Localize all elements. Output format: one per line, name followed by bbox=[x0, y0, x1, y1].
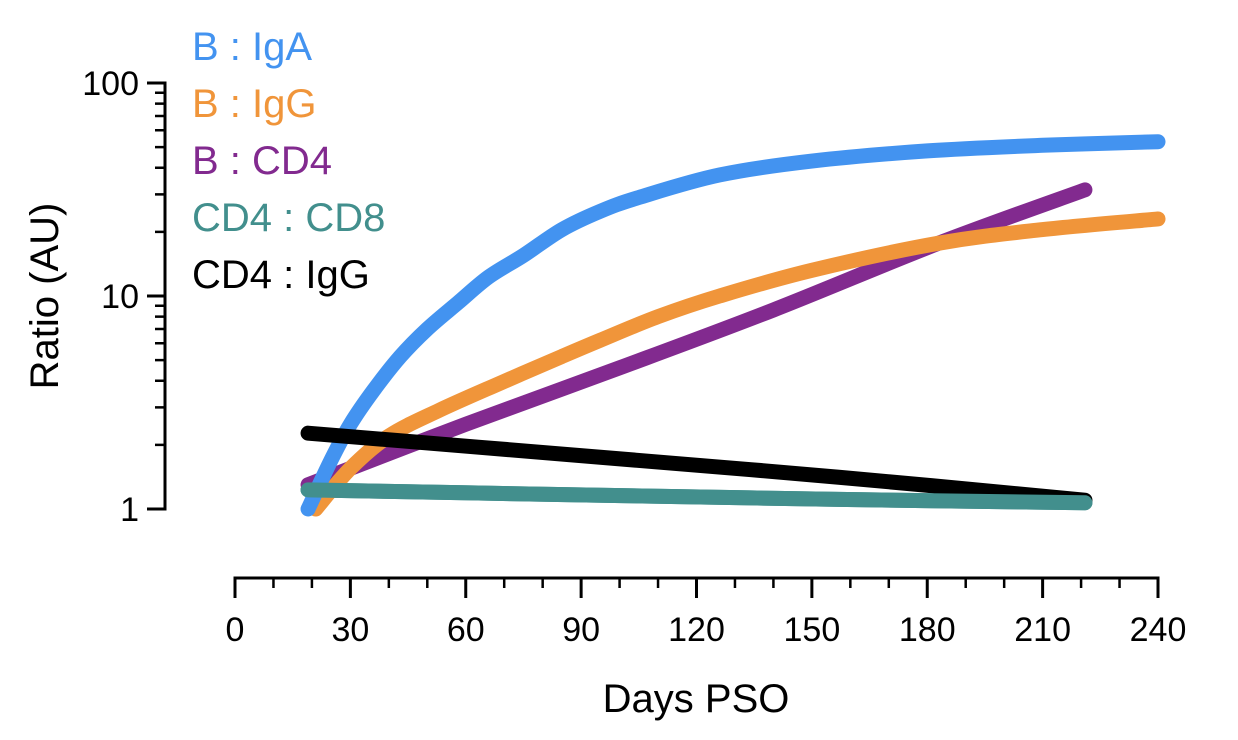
x-tick-label: 150 bbox=[784, 611, 841, 649]
y-axis: 1 10 100 bbox=[82, 65, 167, 529]
x-axis-title: Days PSO bbox=[603, 677, 790, 721]
x-tick-label: 240 bbox=[1130, 611, 1187, 649]
y-tick-label: 100 bbox=[82, 65, 139, 103]
series-line-b-iga bbox=[300, 134, 1166, 517]
y-tick-label: 10 bbox=[101, 278, 139, 316]
y-ticks: 1 10 100 bbox=[82, 65, 165, 529]
legend-item: B : IgA bbox=[192, 25, 312, 69]
series-line-cd4-igg bbox=[300, 425, 1093, 508]
x-tick-label: 120 bbox=[668, 611, 725, 649]
series-layer bbox=[300, 134, 1166, 517]
legend-item: CD4 : CD8 bbox=[192, 196, 385, 240]
legend-item: B : IgG bbox=[192, 82, 317, 126]
x-tick-label: 30 bbox=[331, 611, 369, 649]
legend-item: B : CD4 bbox=[192, 139, 332, 183]
x-axis: 0 30 60 90 120 150 180 210 240 bbox=[226, 576, 1187, 649]
legend-item: CD4 : IgG bbox=[192, 253, 370, 297]
y-tick-label: 1 bbox=[120, 491, 139, 529]
series-line-cd4-cd8-overlay bbox=[300, 482, 1093, 511]
x-tick-label: 180 bbox=[899, 611, 956, 649]
legend: B : IgA B : IgG B : CD4 CD4 : CD8 CD4 : IgG bbox=[192, 25, 385, 297]
x-tick-label: 90 bbox=[562, 611, 600, 649]
series-line-b-igg bbox=[308, 211, 1166, 517]
x-tick-label: 60 bbox=[447, 611, 485, 649]
x-ticks: 0 30 60 90 120 150 180 210 240 bbox=[226, 578, 1187, 649]
x-tick-label: 210 bbox=[1014, 611, 1071, 649]
y-axis-title: Ratio (AU) bbox=[23, 203, 67, 390]
x-tick-label: 0 bbox=[226, 611, 245, 649]
